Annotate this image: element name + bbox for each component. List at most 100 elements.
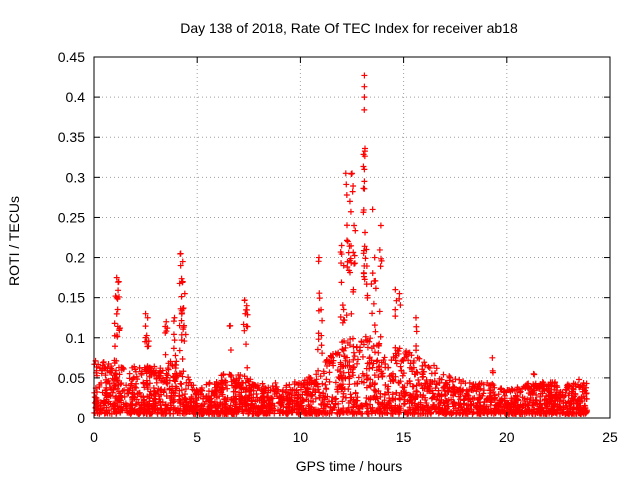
x-tick-label: 0 bbox=[90, 429, 98, 445]
data-point bbox=[350, 349, 357, 356]
data-point bbox=[307, 374, 314, 381]
data-point bbox=[366, 365, 373, 372]
data-point bbox=[163, 393, 170, 400]
data-point bbox=[255, 410, 262, 417]
data-point bbox=[471, 394, 478, 401]
data-point bbox=[259, 387, 266, 394]
data-point bbox=[179, 373, 186, 380]
data-point bbox=[576, 398, 583, 405]
data-point bbox=[179, 355, 186, 362]
data-point bbox=[346, 381, 353, 388]
data-point bbox=[376, 405, 383, 412]
data-point bbox=[370, 300, 377, 307]
data-point bbox=[355, 405, 362, 412]
data-point bbox=[401, 390, 408, 397]
data-point bbox=[169, 361, 176, 368]
data-point bbox=[180, 407, 187, 414]
data-point bbox=[458, 380, 465, 387]
data-point bbox=[377, 390, 384, 397]
data-point bbox=[243, 306, 250, 313]
data-point bbox=[446, 374, 453, 381]
data-point bbox=[360, 269, 367, 276]
y-tick-label: 0.2 bbox=[66, 250, 86, 266]
data-point bbox=[548, 405, 555, 412]
data-point bbox=[219, 384, 226, 391]
data-point bbox=[163, 318, 170, 325]
data-point bbox=[117, 397, 124, 404]
data-point bbox=[443, 381, 450, 388]
data-point bbox=[192, 390, 199, 397]
data-point bbox=[112, 382, 119, 389]
data-point bbox=[397, 302, 404, 309]
data-point bbox=[260, 410, 267, 417]
data-point bbox=[172, 408, 179, 415]
data-point bbox=[178, 293, 185, 300]
data-point bbox=[562, 386, 569, 393]
data-point bbox=[406, 349, 413, 356]
data-point bbox=[553, 387, 560, 394]
data-point bbox=[390, 378, 397, 385]
data-point bbox=[388, 372, 395, 379]
data-point bbox=[318, 401, 325, 408]
data-point bbox=[297, 394, 304, 401]
data-point bbox=[403, 348, 410, 355]
data-point bbox=[527, 386, 534, 393]
data-point bbox=[158, 386, 165, 393]
data-point bbox=[490, 388, 497, 395]
data-point bbox=[164, 380, 171, 387]
data-point bbox=[318, 306, 325, 313]
data-point bbox=[203, 393, 210, 400]
data-point bbox=[111, 372, 118, 379]
data-point bbox=[361, 153, 368, 160]
data-point bbox=[217, 410, 224, 417]
data-point bbox=[458, 404, 465, 411]
data-point bbox=[296, 379, 303, 386]
data-point bbox=[416, 380, 423, 387]
data-point bbox=[349, 335, 356, 342]
data-point bbox=[167, 400, 174, 407]
data-point bbox=[164, 372, 171, 379]
data-point bbox=[171, 373, 178, 380]
data-point bbox=[315, 367, 322, 374]
y-tick-label: 0.05 bbox=[58, 370, 85, 386]
data-point bbox=[241, 373, 248, 380]
data-point bbox=[375, 399, 382, 406]
data-point bbox=[364, 405, 371, 412]
data-point bbox=[362, 255, 369, 262]
data-point bbox=[410, 364, 417, 371]
data-point bbox=[343, 181, 350, 188]
data-point bbox=[445, 387, 452, 394]
data-point bbox=[163, 379, 170, 386]
data-point bbox=[178, 381, 185, 388]
data-point bbox=[337, 363, 344, 370]
data-point bbox=[180, 305, 187, 312]
data-point bbox=[170, 331, 177, 338]
data-point bbox=[490, 407, 497, 414]
data-point bbox=[373, 358, 380, 365]
data-point bbox=[272, 379, 279, 386]
data-point bbox=[135, 410, 142, 417]
y-axis-title: ROTI / TECUs bbox=[6, 196, 22, 286]
data-point bbox=[230, 376, 237, 383]
data-point bbox=[157, 387, 164, 394]
data-point bbox=[240, 321, 247, 328]
data-point bbox=[176, 399, 183, 406]
data-point bbox=[131, 363, 138, 370]
data-point bbox=[330, 362, 337, 369]
data-point bbox=[425, 404, 432, 411]
data-point bbox=[336, 408, 343, 415]
data-point bbox=[131, 383, 138, 390]
data-point bbox=[190, 409, 197, 416]
data-point bbox=[363, 372, 370, 379]
data-point bbox=[435, 387, 442, 394]
data-point bbox=[565, 398, 572, 405]
data-point bbox=[306, 375, 313, 382]
data-point bbox=[261, 399, 268, 406]
data-point bbox=[361, 372, 368, 379]
data-point bbox=[181, 322, 188, 329]
data-point bbox=[568, 399, 575, 406]
data-point bbox=[151, 395, 158, 402]
data-point bbox=[297, 386, 304, 393]
data-point bbox=[560, 409, 567, 416]
data-point bbox=[249, 402, 256, 409]
